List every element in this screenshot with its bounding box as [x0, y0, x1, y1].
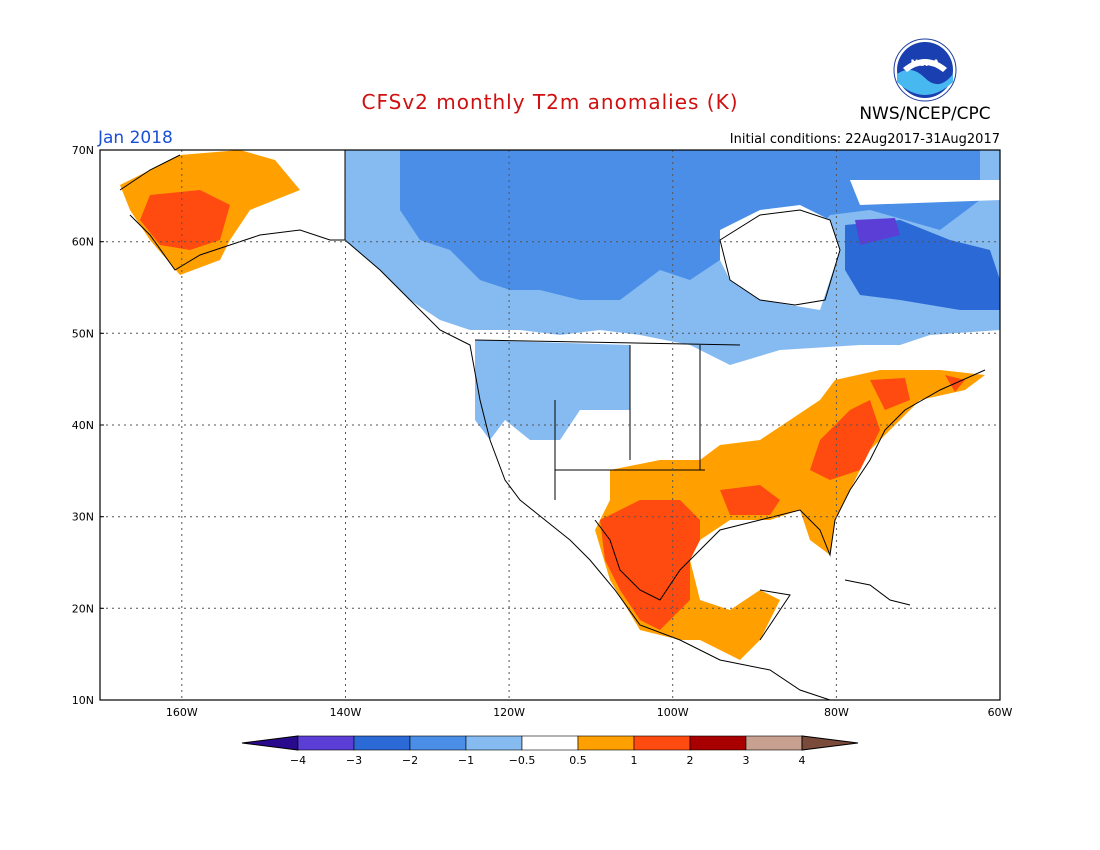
- colorbar-swatch: [241, 735, 299, 751]
- colorbar-label: −2: [402, 754, 418, 767]
- colorbar-label: 3: [743, 754, 750, 767]
- lon-label: 80W: [824, 706, 849, 719]
- map-title: CFSv2 monthly T2m anomalies (K): [361, 90, 739, 114]
- colorbar-label: 2: [687, 754, 694, 767]
- lat-axis: 70N 60N 50N 40N 30N 20N 10N: [72, 144, 94, 707]
- colorbar-swatch: [689, 735, 747, 751]
- colorbar-swatch: [465, 735, 523, 751]
- lon-label: 160W: [166, 706, 198, 719]
- gridlines: [100, 150, 1000, 700]
- colorbar-swatch: [353, 735, 411, 751]
- colorbar-label: −4: [290, 754, 306, 767]
- lon-label: 120W: [493, 706, 525, 719]
- noaa-logo-icon: NOAA: [893, 38, 957, 102]
- lon-label: 60W: [988, 706, 1013, 719]
- colorbar-label: −1: [458, 754, 474, 767]
- valid-month: Jan 2018: [98, 128, 173, 148]
- colorbar-label: 0.5: [569, 754, 587, 767]
- colorbar-swatch: [577, 735, 635, 751]
- colorbar-label: 4: [799, 754, 806, 767]
- initial-conditions: Initial conditions: 22Aug2017-31Aug2017: [729, 132, 1000, 147]
- colorbar-label: −0.5: [509, 754, 536, 767]
- lat-label: 10N: [72, 694, 94, 707]
- lat-label: 30N: [72, 511, 94, 524]
- svg-text:NOAA: NOAA: [911, 59, 940, 69]
- coastlines: [119, 150, 986, 700]
- lat-label: 40N: [72, 419, 94, 432]
- lat-ticks: [100, 149, 104, 609]
- lon-label: 140W: [330, 706, 362, 719]
- anomaly-field: [120, 150, 1000, 660]
- colorbar-swatch: [409, 735, 467, 751]
- colorbar-swatch: [297, 735, 355, 751]
- lon-label: 100W: [657, 706, 689, 719]
- lat-label: 60N: [72, 236, 94, 249]
- colorbar-label: −3: [346, 754, 362, 767]
- lat-label: 70N: [72, 144, 94, 157]
- colorbar-swatch: [633, 735, 691, 751]
- lat-label: 20N: [72, 602, 94, 615]
- colorbar: −4 −3 −2 −1 −0.5 0.5 1 2 3 4: [241, 735, 859, 767]
- colorbar-swatch: [745, 735, 803, 751]
- colorbar-label: 1: [631, 754, 638, 767]
- colorbar-swatch: [521, 735, 579, 751]
- lon-axis: 160W 140W 120W 100W 80W 60W: [166, 706, 1013, 719]
- lat-label: 50N: [72, 327, 94, 340]
- colorbar-swatch: [801, 735, 859, 751]
- agency-label: NWS/NCEP/CPC: [859, 104, 991, 124]
